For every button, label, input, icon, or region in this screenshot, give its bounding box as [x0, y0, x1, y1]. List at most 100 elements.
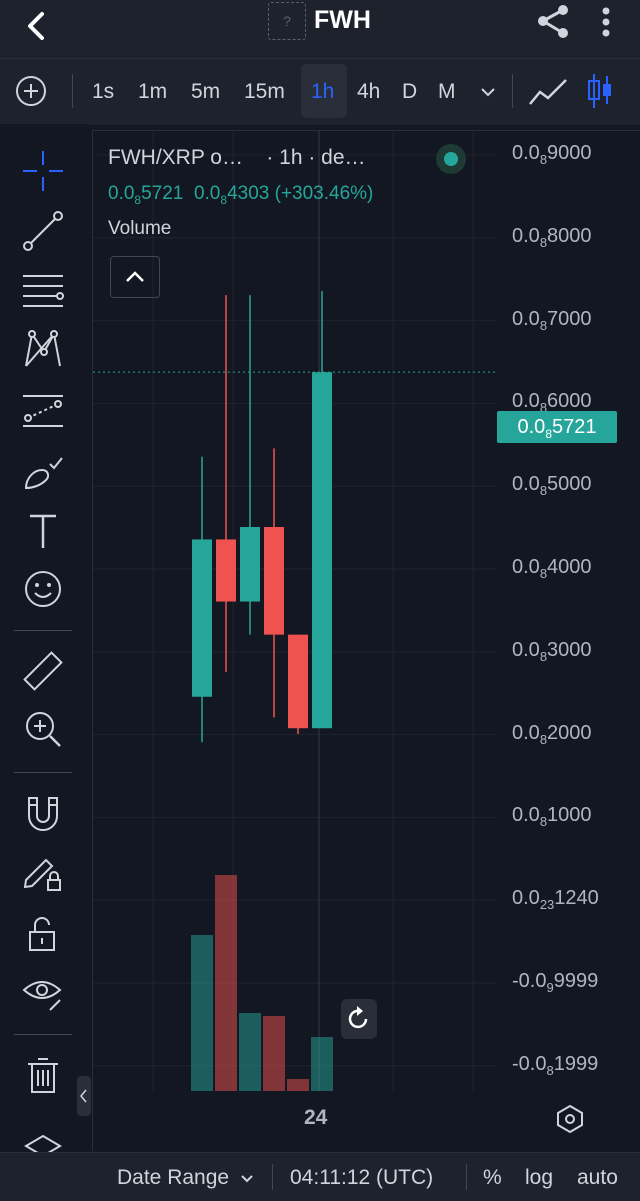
trash-icon[interactable]	[20, 1054, 66, 1100]
share-icon[interactable]	[534, 2, 574, 42]
candle-body	[240, 527, 260, 602]
candlestick-chart	[93, 131, 497, 1091]
volume-bar	[287, 1079, 309, 1091]
pattern-icon[interactable]	[20, 326, 66, 372]
timeframe-1s[interactable]: 1s	[92, 80, 115, 103]
legend-symbol-name: FWH/XRP o…	[108, 146, 243, 169]
chevron-down-icon	[241, 1175, 253, 1183]
price-axis-label-pre: 0.0	[512, 142, 540, 164]
collapse-legend-button[interactable]	[110, 256, 160, 298]
pencil-lock-icon[interactable]	[20, 850, 66, 896]
collapse-toolbar-button[interactable]	[77, 1076, 91, 1116]
legend-values: 0.085721 0.084303 (+303.46%)	[108, 183, 373, 207]
price-axis-label-sub: 8	[539, 566, 548, 581]
page-title: FWH	[314, 6, 371, 34]
market-status-dot[interactable]	[436, 144, 466, 174]
price-axis-label-sub: 9	[546, 980, 554, 995]
price-axis-label-post: 2000	[547, 721, 592, 744]
legend-symbol[interactable]: FWH/XRP o… · 1h · de…	[108, 146, 366, 170]
vertical-dots-icon[interactable]	[596, 4, 616, 44]
timeframe-d[interactable]: D	[402, 80, 418, 103]
price-axis-label-post: 8000	[547, 224, 592, 247]
brush-icon[interactable]	[20, 448, 66, 494]
price-axis-label-post: 1000	[547, 804, 592, 827]
candle-body	[192, 539, 212, 697]
bottom-bar	[0, 1152, 640, 1201]
timeframe-1m[interactable]: 1m	[138, 80, 168, 103]
price-axis-label-post: 6000	[547, 390, 592, 413]
candle-body	[312, 372, 332, 729]
volume-bar	[191, 935, 213, 1091]
candle-body	[264, 527, 284, 635]
price-axis-label-post: 3000	[547, 638, 592, 661]
toolbar-divider	[14, 1034, 72, 1035]
price-axis-label: 0.086000	[512, 390, 592, 415]
candle-body	[216, 539, 236, 602]
ruler-icon[interactable]	[20, 648, 66, 694]
date-range-button[interactable]: Date Range	[117, 1166, 255, 1190]
price-axis-label: 0.085000	[512, 473, 592, 498]
price-axis-label-pre: 0.0	[512, 887, 540, 910]
price-axis-label: -0.099999	[512, 970, 598, 995]
reset-chart-button[interactable]	[341, 999, 377, 1039]
price-axis-label: 0.0231240	[512, 887, 599, 912]
forecast-icon[interactable]	[20, 388, 66, 434]
price-axis-label-pre: 0.0	[512, 804, 540, 827]
legend-value-1-sub: 8	[134, 192, 142, 207]
footer-divider	[272, 1164, 273, 1190]
auto-scale-toggle[interactable]: auto	[577, 1166, 618, 1189]
fib-lines-icon[interactable]	[20, 268, 66, 314]
chart-pane[interactable]	[92, 130, 640, 1151]
timeframe-1h[interactable]: 1h	[311, 80, 335, 103]
price-axis-label-sub: 8	[539, 814, 548, 830]
timeframe-15m[interactable]: 15m	[244, 80, 285, 103]
price-axis-label: 0.083000	[512, 639, 592, 664]
chevron-up-icon	[126, 271, 144, 282]
legend-interval: · 1h · de…	[266, 146, 366, 169]
price-axis-label-pre: -0.0	[512, 1052, 547, 1075]
timeframe-m[interactable]: M	[438, 80, 456, 103]
unlock-icon[interactable]	[20, 912, 66, 958]
price-axis-label: 0.087000	[512, 308, 592, 333]
clock-time[interactable]: 04:11:12 (UTC)	[290, 1166, 434, 1189]
trend-line-icon[interactable]	[20, 208, 66, 254]
price-axis-label-sub: 8	[539, 317, 548, 333]
toolbar-divider	[512, 74, 513, 108]
volume-bar	[311, 1037, 333, 1091]
legend-volume-label[interactable]: Volume	[108, 218, 172, 239]
candles	[192, 291, 332, 743]
chevron-down-icon[interactable]	[478, 82, 498, 102]
log-scale-toggle[interactable]: log	[525, 1166, 554, 1189]
price-axis-label: 0.084000	[512, 556, 592, 581]
chart-grid	[93, 131, 497, 1091]
plus-circle-icon[interactable]	[14, 74, 48, 108]
candlestick-icon[interactable]	[586, 72, 614, 110]
chevron-left-icon[interactable]	[18, 6, 58, 50]
reset-icon	[348, 1006, 368, 1029]
emoji-icon[interactable]	[20, 566, 66, 612]
line-chart-icon[interactable]	[528, 74, 568, 108]
volume-bar	[239, 1013, 261, 1091]
candle-body	[288, 634, 308, 729]
eye-icon[interactable]	[20, 970, 66, 1016]
active-timeframe-highlight	[301, 64, 347, 118]
price-axis-label: 0.089000	[512, 142, 592, 167]
timeframe-4h[interactable]: 4h	[357, 80, 381, 103]
magnet-icon[interactable]	[20, 790, 66, 836]
last-price-post: 5721	[552, 416, 597, 438]
percent-scale-toggle[interactable]: %	[483, 1166, 502, 1189]
settings-hexagon-icon[interactable]	[554, 1103, 586, 1135]
crosshair-icon[interactable]	[20, 148, 66, 194]
price-axis-label-pre: 0.0	[512, 556, 540, 578]
price-axis-label-pre: 0.0	[512, 390, 540, 413]
price-axis-label-sub: 8	[539, 483, 548, 499]
legend-value-2-pre: 0.0	[193, 183, 221, 204]
text-icon[interactable]	[20, 508, 66, 554]
price-axis-label-post: 4000	[547, 556, 592, 578]
price-axis-label-pre: 0.0	[512, 224, 540, 247]
volume-bars	[191, 875, 333, 1091]
timeframe-5m[interactable]: 5m	[191, 80, 221, 103]
zoom-in-icon[interactable]	[20, 706, 66, 752]
toolbar-divider	[14, 630, 72, 631]
price-axis-label-pre: 0.0	[512, 307, 540, 330]
